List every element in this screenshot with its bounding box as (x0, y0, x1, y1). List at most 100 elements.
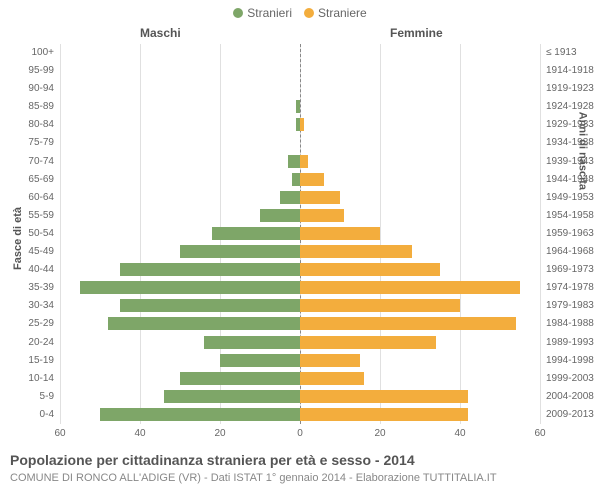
bar-male (180, 245, 300, 258)
bar-female (300, 281, 520, 294)
bar-male (120, 299, 300, 312)
x-tick-label: 60 (534, 428, 545, 439)
x-tick-label: 60 (54, 428, 65, 439)
bar-female (300, 372, 364, 385)
x-tick-label: 20 (374, 428, 385, 439)
birth-year-label: 1984-1988 (546, 315, 600, 333)
birth-year-label: 1999-2003 (546, 370, 600, 388)
age-label: 95-99 (0, 62, 54, 80)
age-label: 15-19 (0, 352, 54, 370)
legend-item: Straniere (304, 6, 367, 20)
age-row: 30-341979-1983 (60, 297, 540, 315)
bar-male (180, 372, 300, 385)
age-label: 100+ (0, 44, 54, 62)
age-row: 5-92004-2008 (60, 388, 540, 406)
birth-year-label: 1969-1973 (546, 261, 600, 279)
legend-swatch (304, 8, 314, 18)
birth-year-label: 1929-1933 (546, 116, 600, 134)
age-row: 100+≤ 1913 (60, 44, 540, 62)
age-label: 85-89 (0, 98, 54, 116)
bar-male (100, 408, 300, 421)
chart-title: Popolazione per cittadinanza straniera p… (10, 452, 415, 468)
age-row: 90-941919-1923 (60, 80, 540, 98)
age-label: 40-44 (0, 261, 54, 279)
x-tick-label: 20 (214, 428, 225, 439)
bar-male (164, 390, 300, 403)
x-tick-label: 40 (454, 428, 465, 439)
legend-label: Stranieri (247, 6, 292, 20)
birth-year-label: 1949-1953 (546, 189, 600, 207)
birth-year-label: 1994-1998 (546, 352, 600, 370)
birth-year-label: 1939-1943 (546, 153, 600, 171)
age-label: 75-79 (0, 134, 54, 152)
age-label: 90-94 (0, 80, 54, 98)
birth-year-label: 1924-1928 (546, 98, 600, 116)
bar-female (300, 227, 380, 240)
birth-year-label: 2009-2013 (546, 406, 600, 424)
birth-year-label: 1944-1948 (546, 171, 600, 189)
bar-male (296, 100, 300, 113)
bar-female (300, 173, 324, 186)
column-title-female: Femmine (390, 26, 443, 40)
birth-year-label: 1919-1923 (546, 80, 600, 98)
age-label: 60-64 (0, 189, 54, 207)
birth-year-label: 1954-1958 (546, 207, 600, 225)
population-pyramid-chart: StranieriStraniere Maschi Femmine Fasce … (0, 0, 600, 500)
bar-female (300, 263, 440, 276)
age-label: 70-74 (0, 153, 54, 171)
age-row: 70-741939-1943 (60, 153, 540, 171)
bar-male (120, 263, 300, 276)
age-row: 95-991914-1918 (60, 62, 540, 80)
birth-year-label: 1979-1983 (546, 297, 600, 315)
age-label: 65-69 (0, 171, 54, 189)
bar-female (300, 299, 460, 312)
legend-swatch (233, 8, 243, 18)
bar-male (260, 209, 300, 222)
bar-female (300, 336, 436, 349)
bar-male (288, 155, 300, 168)
x-tick-label: 40 (134, 428, 145, 439)
bar-female (300, 191, 340, 204)
age-row: 85-891924-1928 (60, 98, 540, 116)
age-label: 0-4 (0, 406, 54, 424)
bar-male (280, 191, 300, 204)
bar-female (300, 155, 308, 168)
birth-year-label: 1974-1978 (546, 279, 600, 297)
birth-year-label: 1934-1938 (546, 134, 600, 152)
age-label: 5-9 (0, 388, 54, 406)
age-label: 20-24 (0, 334, 54, 352)
age-row: 0-42009-2013 (60, 406, 540, 424)
age-row: 75-791934-1938 (60, 134, 540, 152)
bar-male (220, 354, 300, 367)
bar-male (292, 173, 300, 186)
bar-female (300, 245, 412, 258)
age-label: 10-14 (0, 370, 54, 388)
bar-male (80, 281, 300, 294)
birth-year-label: 1914-1918 (546, 62, 600, 80)
age-row: 10-141999-2003 (60, 370, 540, 388)
age-label: 35-39 (0, 279, 54, 297)
age-label: 25-29 (0, 315, 54, 333)
age-row: 20-241989-1993 (60, 334, 540, 352)
age-row: 50-541959-1963 (60, 225, 540, 243)
bar-male (204, 336, 300, 349)
grid-line (540, 44, 541, 424)
age-row: 80-841929-1933 (60, 116, 540, 134)
legend-label: Straniere (318, 6, 367, 20)
age-row: 40-441969-1973 (60, 261, 540, 279)
age-row: 25-291984-1988 (60, 315, 540, 333)
column-title-male: Maschi (140, 26, 181, 40)
birth-year-label: 1959-1963 (546, 225, 600, 243)
bar-female (300, 408, 468, 421)
birth-year-label: ≤ 1913 (546, 44, 600, 62)
age-row: 45-491964-1968 (60, 243, 540, 261)
age-row: 15-191994-1998 (60, 352, 540, 370)
plot-area: 100+≤ 191395-991914-191890-941919-192385… (60, 44, 540, 424)
bar-female (300, 209, 344, 222)
age-row: 65-691944-1948 (60, 171, 540, 189)
age-label: 50-54 (0, 225, 54, 243)
age-label: 45-49 (0, 243, 54, 261)
bar-female (300, 118, 304, 131)
x-tick-label: 0 (297, 428, 303, 439)
legend-item: Stranieri (233, 6, 292, 20)
